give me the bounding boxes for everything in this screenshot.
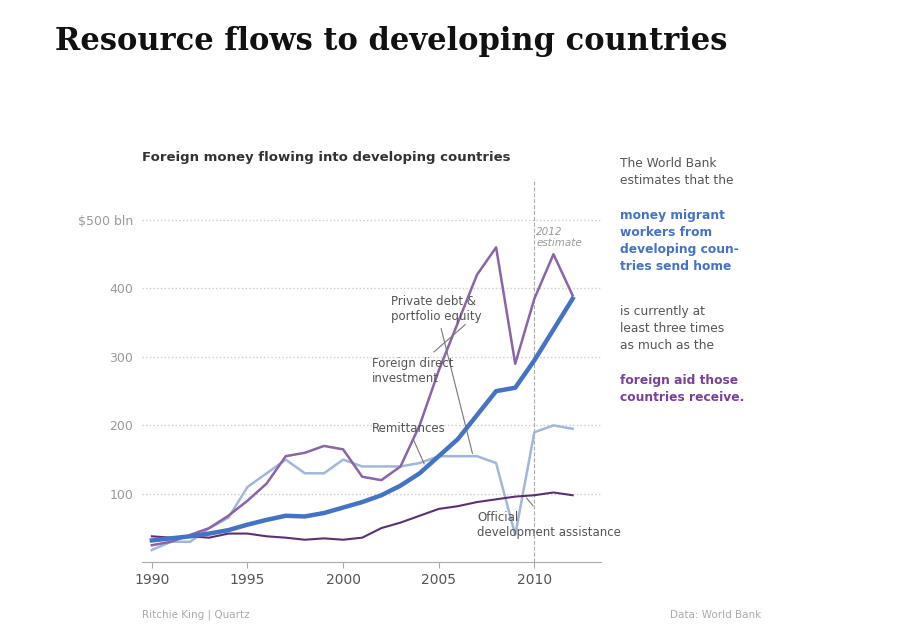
- Text: Resource flows to developing countries: Resource flows to developing countries: [55, 26, 727, 57]
- Text: Ritchie King | Quartz: Ritchie King | Quartz: [142, 610, 250, 620]
- Text: 2012
estimate: 2012 estimate: [536, 227, 582, 249]
- Text: is currently at
least three times
as much as the: is currently at least three times as muc…: [620, 305, 724, 353]
- Text: Data: World Bank: Data: World Bank: [670, 610, 761, 620]
- Text: The World Bank
estimates that the: The World Bank estimates that the: [620, 157, 733, 187]
- Text: foreign aid those
countries receive.: foreign aid those countries receive.: [620, 374, 744, 404]
- Text: Foreign direct
investment: Foreign direct investment: [372, 325, 465, 385]
- Text: Official
development assistance: Official development assistance: [477, 498, 621, 539]
- Text: Private debt &
portfolio equity: Private debt & portfolio equity: [391, 295, 482, 454]
- Text: Foreign money flowing into developing countries: Foreign money flowing into developing co…: [142, 151, 510, 164]
- Text: money migrant
workers from
developing coun-
tries send home: money migrant workers from developing co…: [620, 209, 738, 273]
- Text: Remittances: Remittances: [372, 422, 445, 464]
